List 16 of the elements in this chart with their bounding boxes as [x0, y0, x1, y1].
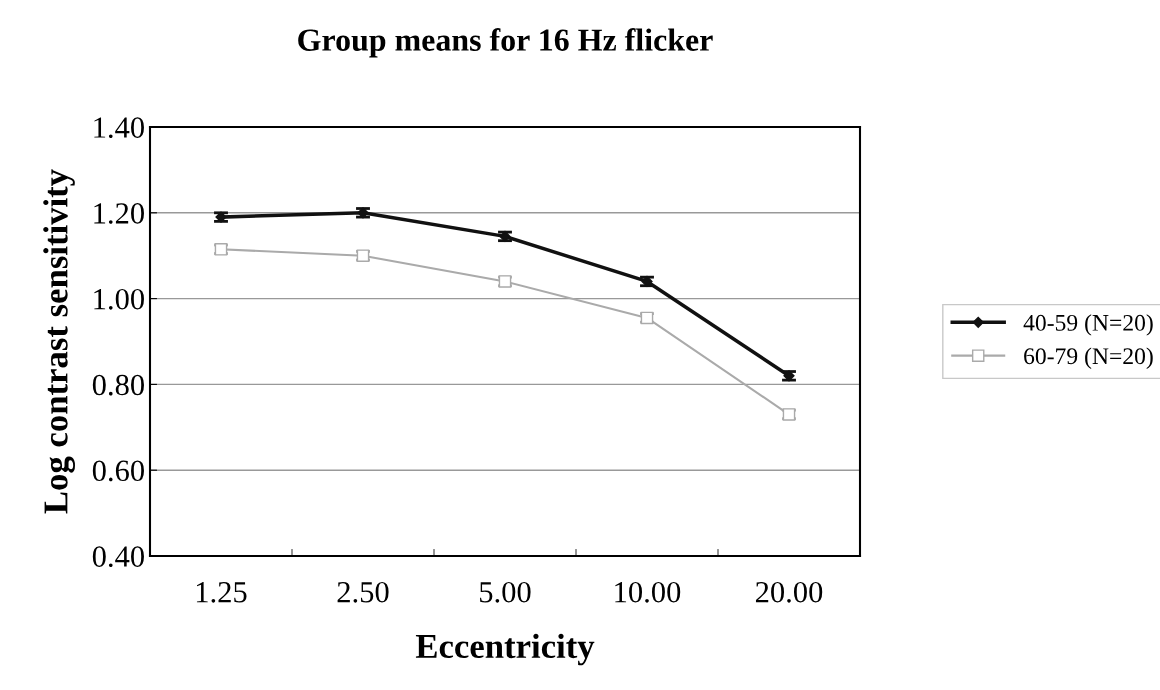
y-axis-title: Log contrast sensitivity — [43, 169, 75, 514]
x-tick-label: 1.25 — [196, 581, 247, 603]
y-tick-label: 0.60 — [92, 460, 144, 482]
y-tick-label: 1.40 — [94, 117, 144, 139]
chart-title: Group means for 16 Hz flicker — [298, 28, 713, 58]
x-tick-label: 20.00 — [755, 581, 823, 603]
legend-label: 40-59 (N=20) — [1023, 314, 1153, 336]
legend-label: 60-79 (N=20) — [1024, 347, 1153, 369]
x-tick-label: 2.50 — [337, 581, 389, 603]
y-tick-label: 0.80 — [92, 374, 144, 396]
x-axis-title: Eccentricity — [415, 633, 595, 666]
y-tick-label: 1.20 — [94, 203, 144, 224]
x-tick-label: 10.00 — [615, 581, 681, 603]
y-tick-label: 0.40 — [92, 546, 144, 568]
x-tick-label: 5.00 — [480, 581, 531, 603]
y-tick-label: 1.00 — [94, 288, 144, 310]
